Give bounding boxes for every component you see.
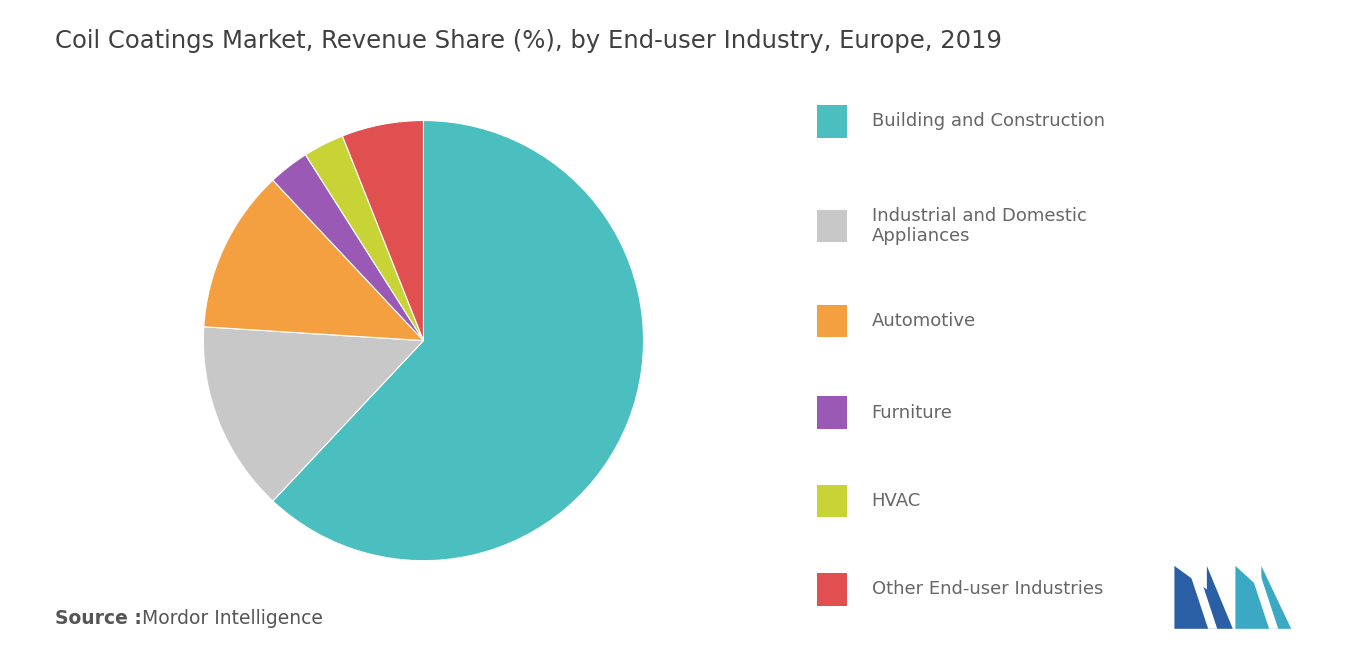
Wedge shape: [273, 155, 423, 341]
Text: Other End-user Industries: Other End-user Industries: [872, 580, 1102, 599]
Text: Source :: Source :: [55, 609, 142, 629]
Text: Automotive: Automotive: [872, 312, 975, 330]
Wedge shape: [343, 121, 423, 341]
Text: Mordor Intelligence: Mordor Intelligence: [142, 609, 322, 629]
Polygon shape: [1175, 566, 1233, 629]
Text: Coil Coatings Market, Revenue Share (%), by End-user Industry, Europe, 2019: Coil Coatings Market, Revenue Share (%),…: [55, 29, 1001, 54]
Polygon shape: [1235, 566, 1291, 629]
Polygon shape: [1249, 566, 1279, 629]
Wedge shape: [273, 121, 643, 561]
Wedge shape: [204, 180, 423, 341]
Text: HVAC: HVAC: [872, 492, 921, 510]
Polygon shape: [1187, 566, 1217, 629]
Wedge shape: [204, 327, 423, 501]
Wedge shape: [306, 136, 423, 341]
Text: Building and Construction: Building and Construction: [872, 112, 1105, 130]
Text: Furniture: Furniture: [872, 403, 952, 422]
Text: Industrial and Domestic
Appliances: Industrial and Domestic Appliances: [872, 206, 1086, 246]
